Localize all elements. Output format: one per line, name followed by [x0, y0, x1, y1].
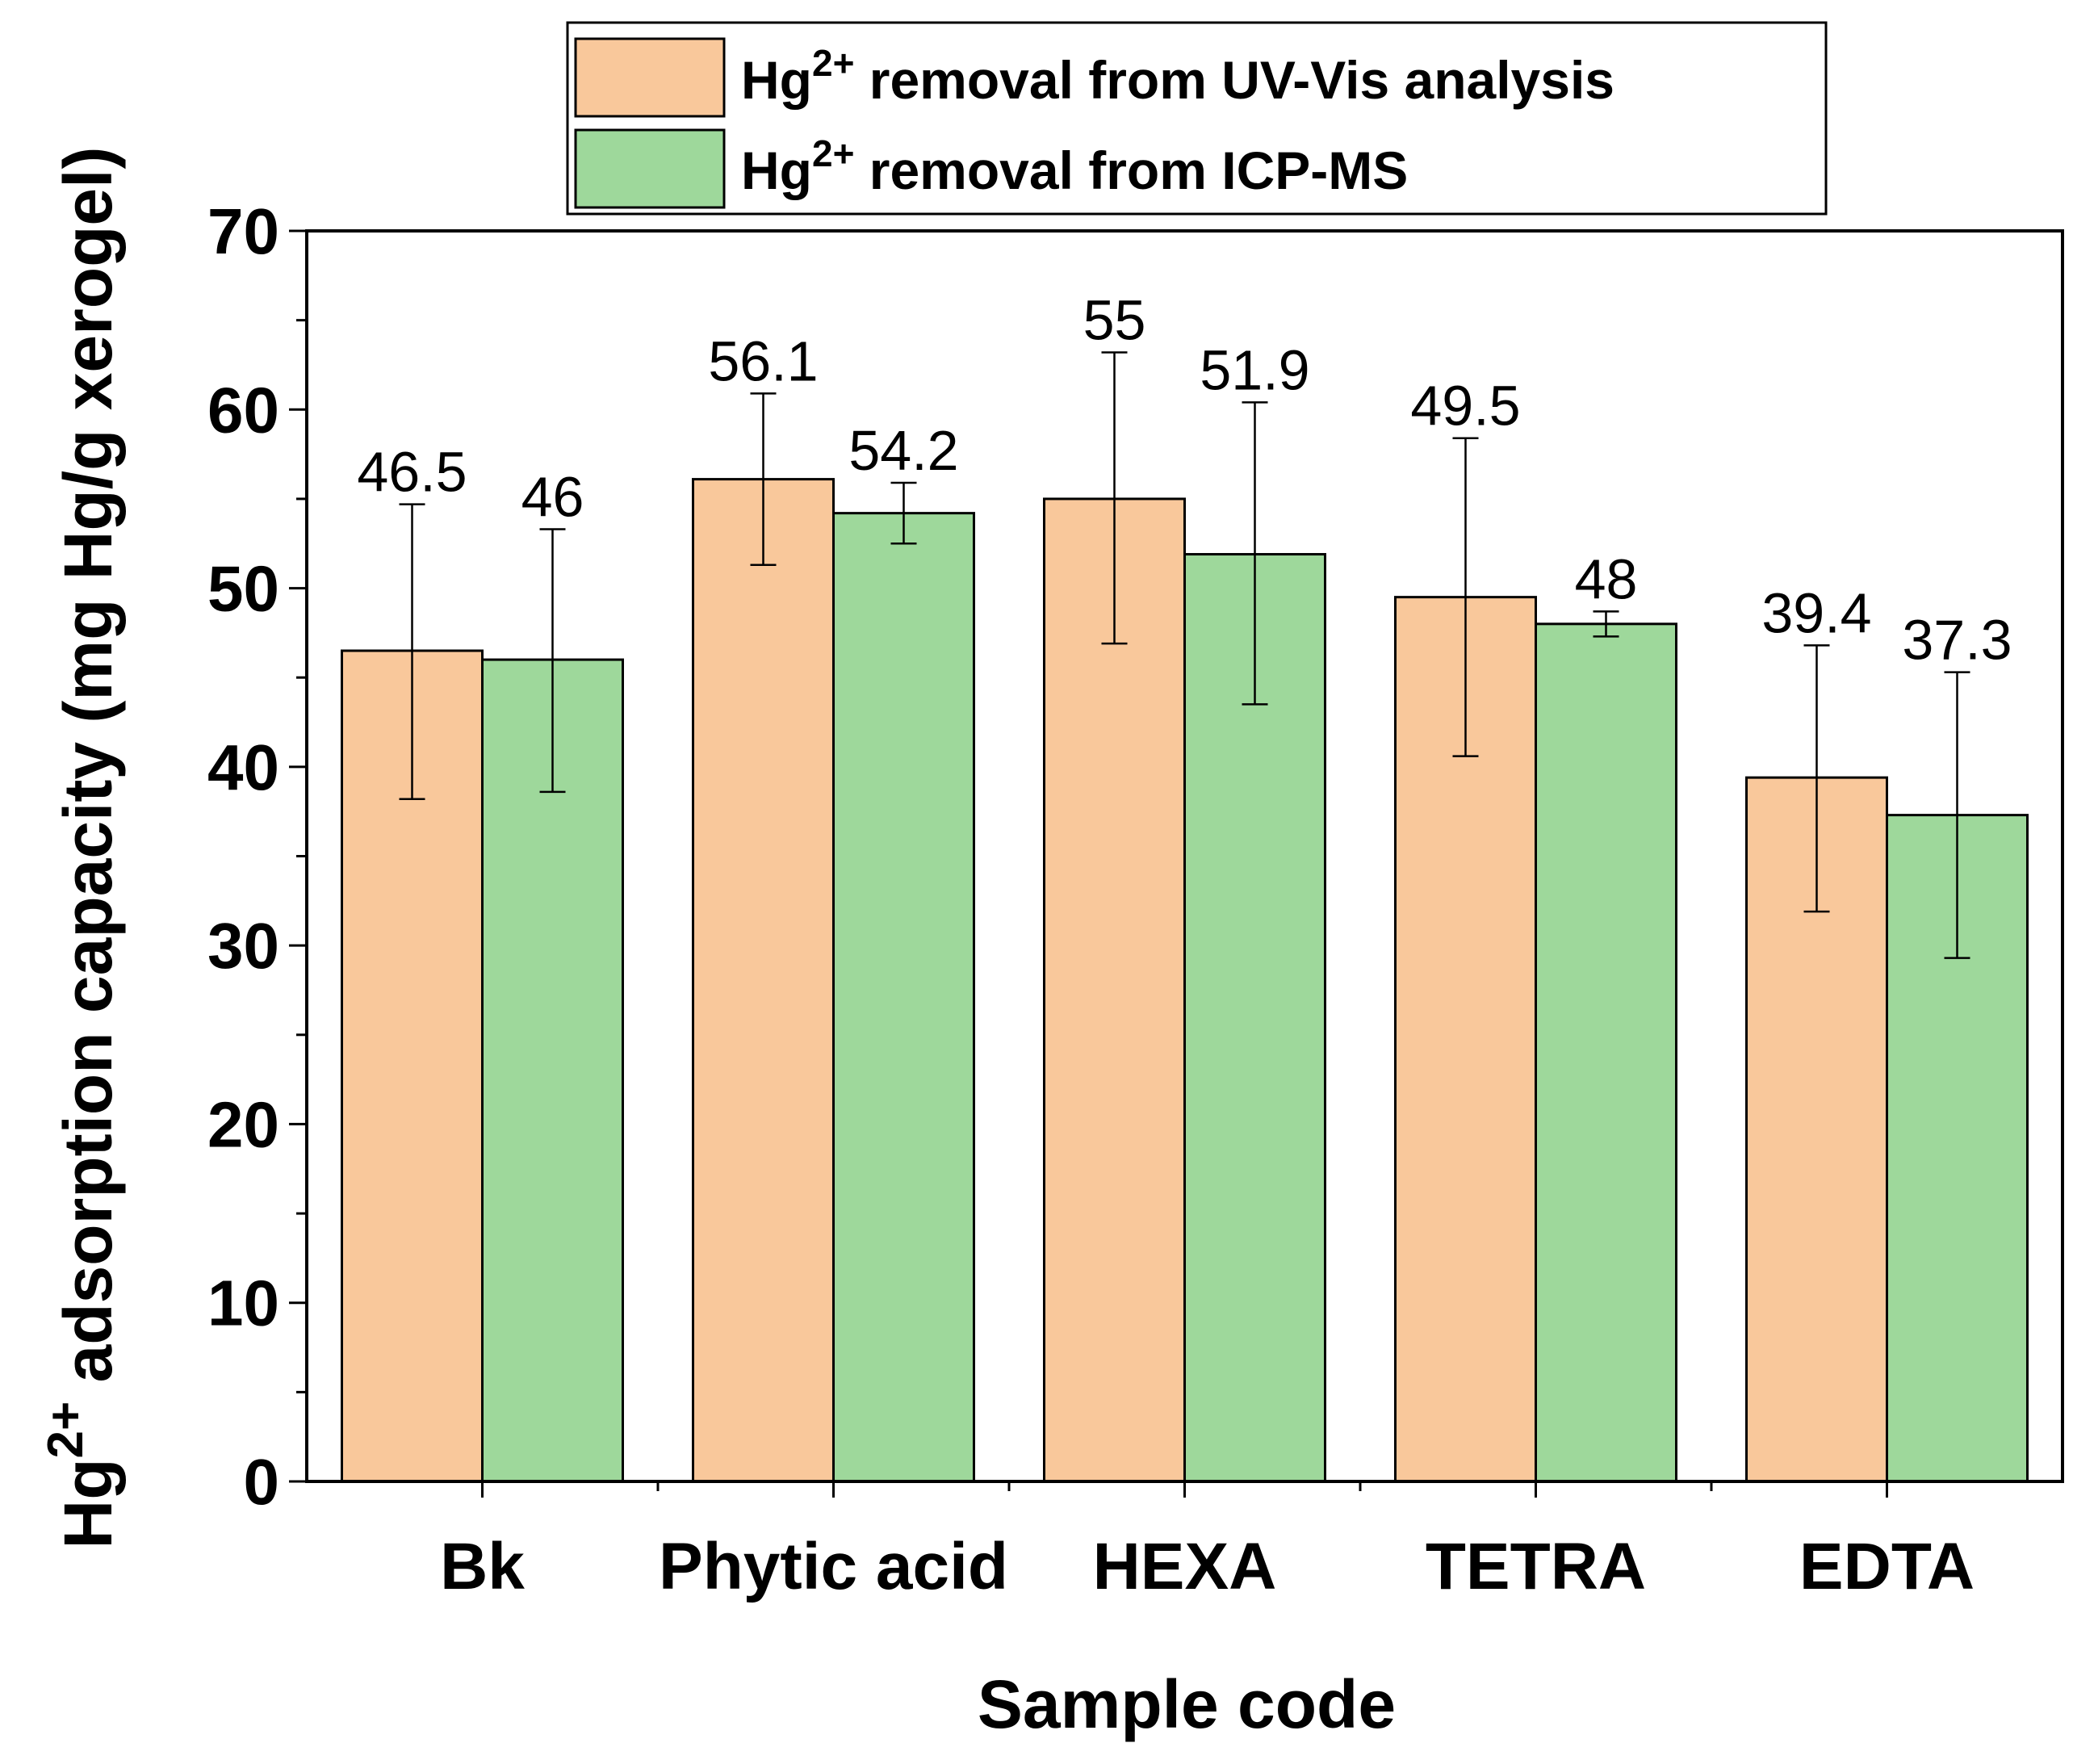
legend-label-uv-vis: Hg2+ removal from UV-Vis analysis [741, 42, 1614, 110]
legend-label-icp-ms-superscript: 2+ [812, 132, 854, 174]
x-tick-label-phytic-acid: Phytic acid [659, 1530, 1008, 1603]
legend-label-uv-vis-suffix: removal from UV-Vis analysis [854, 50, 1614, 110]
legend-label-icp-ms-prefix: Hg [741, 140, 812, 200]
data-label-uv-vis-tetra: 49.5 [1410, 375, 1520, 438]
y-axis-title-superscript: 2+ [38, 1402, 94, 1459]
data-label-icp-ms-bk: 46 [521, 466, 584, 529]
data-label-icp-ms-phytic-acid: 54.2 [848, 419, 958, 482]
axes-layer [289, 229, 2064, 1498]
data-label-uv-vis-bk: 46.5 [357, 441, 467, 504]
bar-uv-vis-phytic-acid [692, 478, 835, 1483]
bar-uv-vis-hexa [1043, 497, 1186, 1483]
y-tick-label-70: 70 [207, 195, 279, 267]
legend-label-icp-ms: Hg2+ removal from ICP-MS [741, 132, 1408, 200]
y-axis-title-prefix: Hg [50, 1458, 126, 1548]
x-tick-label-hexa: HEXA [1093, 1530, 1277, 1603]
x-tick-label-edta: EDTA [1799, 1530, 1975, 1603]
x-tick-label-bk: Bk [440, 1530, 525, 1603]
legend-label-uv-vis-prefix: Hg [741, 50, 812, 110]
y-axis-title: Hg2+ adsorption capacity (mg Hg/g xeroge… [38, 147, 126, 1549]
legend-swatch-icp-ms [574, 128, 726, 209]
labels-layer: 46.5 46 Bk 56.1 54.2 Phytic acid 55 51.9 HEXA 49.… [207, 195, 2012, 1603]
bars-layer [341, 478, 2029, 1483]
legend-label-uv-vis-superscript: 2+ [812, 42, 854, 84]
bar-icp-ms-bk [481, 658, 624, 1483]
y-axis-title-suffix: adsorption capacity (mg Hg/g xerogel) [50, 147, 126, 1402]
data-label-uv-vis-edta: 39.4 [1761, 581, 1871, 644]
y-tick-label-40: 40 [207, 731, 279, 803]
data-label-icp-ms-hexa: 51.9 [1200, 338, 1309, 401]
legend-label-icp-ms-suffix: removal from ICP-MS [854, 140, 1408, 200]
legend-swatch-uv-vis [574, 37, 726, 118]
legend-box [566, 21, 1828, 216]
data-label-icp-ms-tetra: 48 [1575, 547, 1638, 610]
data-label-uv-vis-hexa: 55 [1083, 288, 1146, 351]
x-tick-label-tetra: TETRA [1426, 1530, 1646, 1603]
x-axis-title: Sample code [978, 1666, 1396, 1742]
y-tick-label-20: 20 [207, 1088, 279, 1160]
error-bars-layer [399, 351, 1970, 959]
y-tick-label-50: 50 [207, 553, 279, 625]
y-tick-label-60: 60 [207, 374, 279, 446]
data-label-icp-ms-edta: 37.3 [1902, 609, 2012, 672]
bar-icp-ms-phytic-acid [832, 512, 975, 1483]
legend: Hg2+ removal from UV-Vis analysis Hg2+ r… [566, 21, 1828, 216]
y-tick-label-30: 30 [207, 910, 279, 982]
data-label-uv-vis-phytic-acid: 56.1 [708, 329, 818, 392]
bar-icp-ms-hexa [1183, 553, 1326, 1483]
y-tick-label-10: 10 [207, 1267, 279, 1339]
bar-icp-ms-tetra [1535, 622, 1677, 1483]
y-tick-label-0: 0 [244, 1446, 280, 1518]
